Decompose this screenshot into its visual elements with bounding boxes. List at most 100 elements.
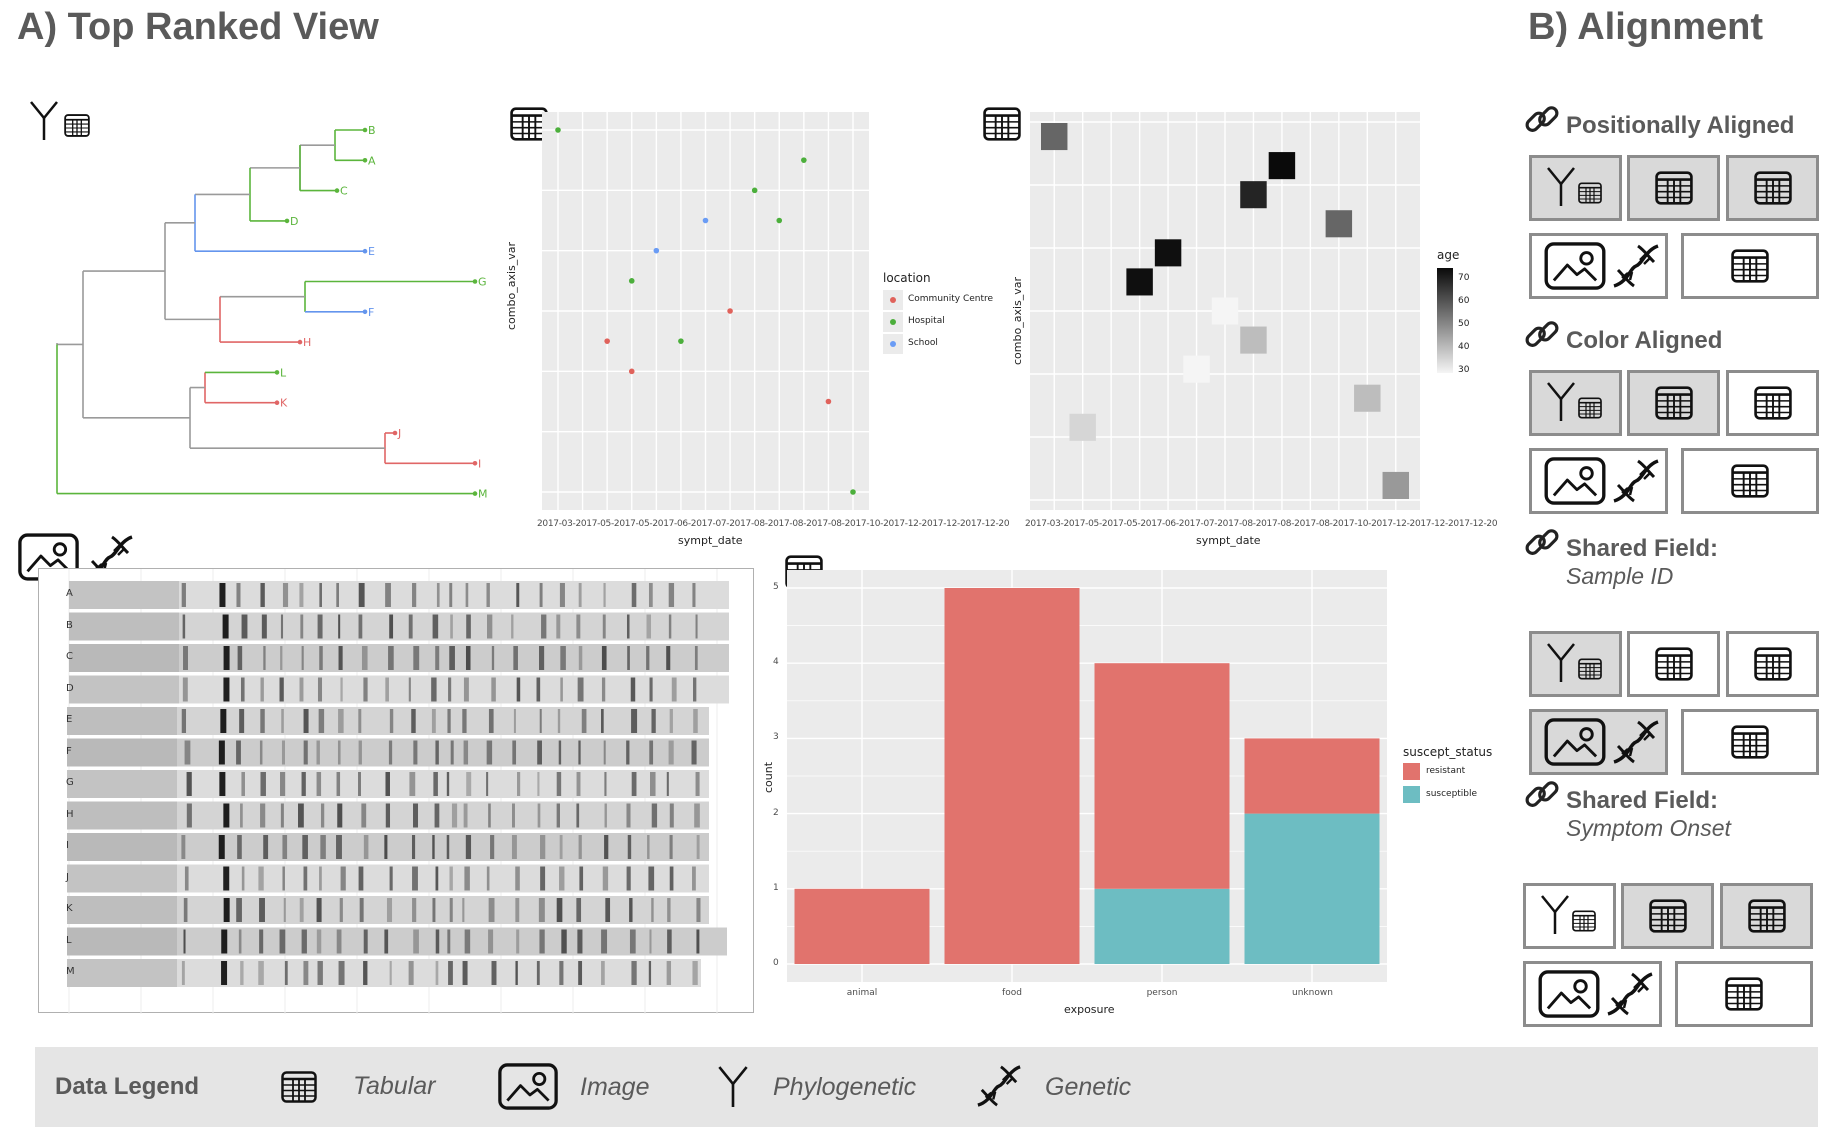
scatter-point[interactable] (850, 489, 856, 495)
table-icon[interactable] (983, 107, 1021, 141)
heatmap-cell[interactable] (1126, 268, 1153, 296)
heatmap-cell[interactable] (1240, 326, 1267, 354)
table-view-box[interactable] (1681, 709, 1819, 775)
tree-leaf-node (472, 491, 478, 496)
gel-band (358, 772, 361, 796)
gel-lane-shade (67, 738, 177, 767)
heatmap-cell[interactable] (1382, 471, 1409, 499)
gel-band (223, 898, 230, 922)
scatter-point[interactable] (678, 338, 684, 344)
gel-band (447, 709, 451, 733)
scatter-point[interactable] (776, 217, 783, 224)
heatmap-cell[interactable] (1354, 384, 1381, 412)
table-view-box[interactable] (1627, 370, 1720, 436)
gel-band (218, 835, 225, 859)
gel-band (340, 866, 346, 891)
gel-band (337, 740, 341, 765)
phylo-view-box[interactable] (1529, 631, 1622, 697)
bar-segment[interactable] (1094, 663, 1230, 889)
heatmap-cell[interactable] (1240, 181, 1267, 209)
heatmap-cell[interactable] (1211, 297, 1239, 325)
table-view-box[interactable] (1681, 233, 1819, 299)
scatter-point[interactable] (653, 247, 660, 254)
table-view-box[interactable] (1726, 370, 1819, 436)
phylogenetic-tree[interactable]: B A C D E G F H L K J I M (55, 110, 515, 530)
scatter-point[interactable] (604, 338, 610, 344)
gel-band (511, 614, 514, 639)
scatter-point[interactable] (825, 398, 832, 405)
gel-band (446, 835, 450, 859)
legend-genetic: Genetic (1045, 1073, 1132, 1101)
bar-segment[interactable] (1094, 888, 1230, 964)
gel-band (449, 866, 453, 891)
heatmap-cell[interactable] (1268, 152, 1296, 180)
image-genetic-view-box[interactable] (1529, 233, 1668, 299)
table-view-box[interactable] (1627, 155, 1720, 221)
tree-leaf-node (362, 248, 368, 254)
scatter-point[interactable] (801, 157, 807, 163)
table-view-box[interactable] (1720, 883, 1813, 949)
gel-lane-shade (67, 927, 177, 956)
scatter-point[interactable] (555, 127, 561, 133)
gel-band (385, 803, 391, 828)
phylo-tree-icon (1546, 166, 1576, 206)
gel-band (241, 614, 248, 639)
phylo-view-box[interactable] (1523, 883, 1616, 949)
gel-band (603, 583, 606, 607)
gel-band (389, 961, 392, 985)
gel-band (316, 929, 322, 954)
heatmap-cell[interactable] (1154, 239, 1182, 267)
gel-band (338, 614, 341, 639)
scatter-point[interactable] (751, 187, 758, 194)
phylo-view-box[interactable] (1529, 370, 1622, 436)
table-view-box[interactable] (1726, 631, 1819, 697)
gel-band (538, 898, 545, 922)
gel-band (560, 677, 563, 702)
bar-segment[interactable] (794, 888, 930, 964)
bar-segment[interactable] (1244, 738, 1380, 814)
table-view-box[interactable] (1675, 961, 1813, 1027)
gel-band (240, 961, 244, 985)
table-view-box[interactable] (1621, 883, 1714, 949)
bar-segment[interactable] (944, 588, 1080, 964)
image-genetic-view-box[interactable] (1529, 448, 1668, 514)
heatmap-cell[interactable] (1325, 210, 1353, 238)
heatmap-cell[interactable] (1069, 413, 1096, 441)
scatter-legend-title: location (883, 271, 931, 285)
gel-band (602, 614, 606, 639)
gel-band (693, 677, 697, 702)
gel-band (411, 709, 416, 733)
table-view-box[interactable] (1627, 631, 1720, 697)
gel-band (465, 646, 471, 670)
scatter-point[interactable] (702, 217, 709, 224)
gel-band (462, 898, 465, 922)
table-icon (1655, 647, 1693, 681)
table-view-box[interactable] (1681, 448, 1819, 514)
table-view-box[interactable] (1726, 155, 1819, 221)
scatter-point[interactable] (727, 308, 733, 314)
gel-band (516, 929, 520, 954)
gel-band (669, 709, 673, 733)
scatter-point[interactable] (628, 368, 635, 375)
tree-leaf-node (472, 279, 478, 284)
heatmap-cell[interactable] (1041, 123, 1068, 151)
tree-leaf-label: F (368, 306, 374, 319)
gel-band (435, 929, 440, 954)
image-genetic-view-box[interactable] (1523, 961, 1662, 1027)
scatter-point[interactable] (628, 278, 635, 284)
gel-band (221, 929, 228, 954)
gel-band (513, 709, 516, 733)
image-genetic-view-box[interactable] (1529, 709, 1668, 775)
scatter-legend-item: Hospital (883, 312, 1003, 332)
phylo-view-box[interactable] (1529, 155, 1622, 221)
gel-image-panel[interactable] (38, 568, 754, 1014)
gel-band (183, 646, 188, 670)
bar-segment[interactable] (1244, 813, 1380, 964)
heatmap-cell[interactable] (1183, 355, 1210, 383)
tree-leaf-label: H (303, 336, 311, 349)
gel-band (448, 961, 453, 985)
gel-band (280, 614, 284, 639)
gel-band (449, 583, 453, 607)
tree-leaf-node (362, 309, 368, 315)
age-tick: 30 (1458, 365, 1470, 375)
